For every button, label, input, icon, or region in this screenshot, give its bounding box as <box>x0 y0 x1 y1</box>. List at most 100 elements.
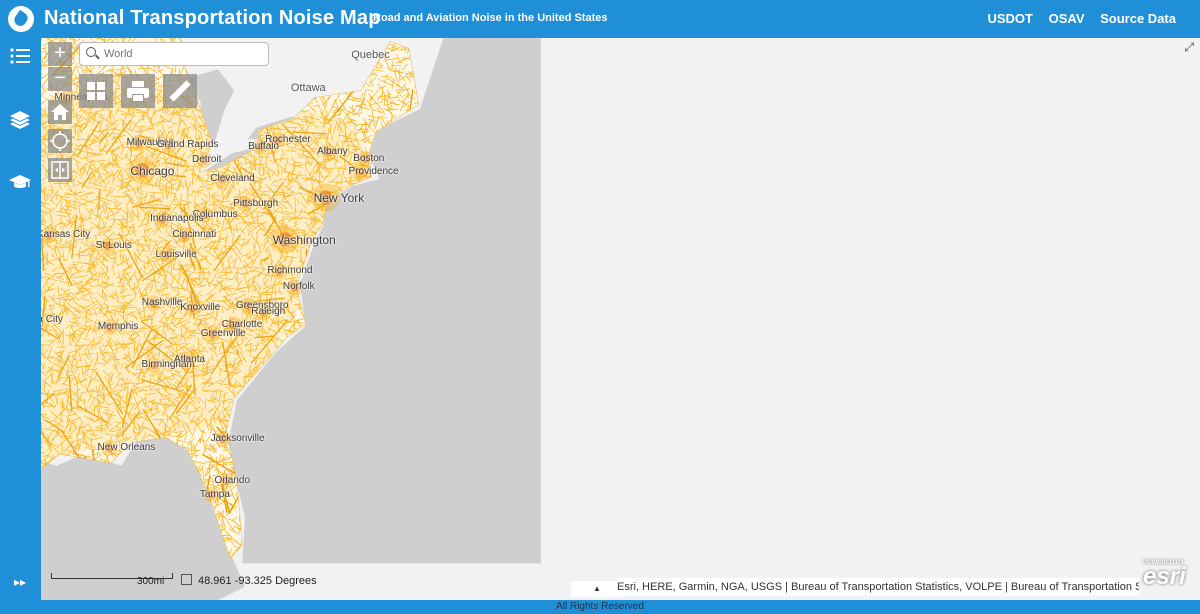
noise-halo <box>176 226 193 243</box>
city-label: New Orleans <box>97 442 156 454</box>
city-label: New York <box>313 191 365 206</box>
noise-halo <box>214 171 231 188</box>
search-icon <box>86 47 96 57</box>
zoom-in-button[interactable]: + <box>48 42 72 66</box>
noise-hotspot <box>158 215 167 224</box>
noise-hotspot <box>361 155 370 164</box>
noise-halo <box>41 226 57 243</box>
esri-logo: POWERED BY esri <box>1143 560 1195 594</box>
noise-halo <box>255 304 272 321</box>
city-label: Providence <box>348 165 399 177</box>
noise-hotspot <box>218 175 227 184</box>
basemap-gallery-button[interactable] <box>79 74 113 108</box>
link-source-data[interactable]: Source Data <box>1100 11 1176 26</box>
noise-hotspot <box>356 167 365 176</box>
noise-halo <box>311 183 340 212</box>
fullscreen-icon[interactable]: ⤢ <box>1184 40 1194 54</box>
footer: All Rights Reserved <box>0 600 1200 614</box>
zoom-out-button[interactable]: − <box>48 67 72 91</box>
search-box[interactable] <box>79 42 269 66</box>
expand-sidebar-button[interactable]: ▸▸ <box>13 575 27 589</box>
noise-halo <box>159 246 176 263</box>
noise-halo <box>286 279 303 296</box>
city-label: St Louis <box>95 239 132 251</box>
noise-hotspot <box>208 329 217 338</box>
home-button[interactable] <box>48 100 72 124</box>
noise-halo <box>352 163 369 180</box>
city-label: Milwaukee <box>126 137 174 149</box>
print-button[interactable] <box>121 74 155 108</box>
noise-hotspot <box>259 308 268 317</box>
link-usdot[interactable]: USDOT <box>987 11 1033 26</box>
noise-halo <box>357 151 374 168</box>
grid-icon <box>87 82 105 100</box>
noise-halo <box>269 132 286 149</box>
ruler-icon <box>169 80 191 102</box>
city-label: Cincinnati <box>172 228 217 240</box>
esri-name: esri <box>1143 563 1186 590</box>
noise-halo <box>239 297 256 314</box>
locate-icon <box>50 131 70 151</box>
noise-halo <box>237 195 254 212</box>
noise-halo <box>101 440 118 457</box>
noise-map[interactable]: VancouverPortlandSacramentoSan Francisco… <box>41 38 1200 600</box>
home-icon <box>51 104 69 120</box>
noise-hotspot <box>105 444 114 453</box>
noise-halo <box>145 295 162 312</box>
list-icon[interactable] <box>6 44 34 72</box>
city-label: Buffalo <box>248 140 280 152</box>
city-label: Louisville <box>155 248 197 260</box>
sidebar: ▸▸ <box>0 38 41 600</box>
noise-hotspot <box>149 299 158 308</box>
noise-hotspot <box>149 360 158 369</box>
noise-hotspot <box>200 210 209 219</box>
city-label: Columbus <box>192 208 238 220</box>
noise-halo <box>154 211 171 228</box>
city-label: Knoxville <box>180 302 221 314</box>
city-label: Orlando <box>214 475 251 487</box>
city-label: Cleveland <box>210 173 255 185</box>
map-canvas[interactable] <box>41 38 1200 600</box>
noise-halo <box>271 263 288 280</box>
noise-halo <box>195 151 212 168</box>
locate-button[interactable] <box>48 129 72 153</box>
app-header: National Transportation Noise Map Road a… <box>0 0 1200 38</box>
layers-icon[interactable] <box>6 108 34 136</box>
attribution-toggle-button[interactable]: ▲ <box>571 581 623 597</box>
noise-halo <box>218 473 235 490</box>
city-label: Richmond <box>267 265 313 277</box>
city-label: Chicago <box>130 164 175 179</box>
noise-hotspot <box>44 230 53 239</box>
noise-halo <box>270 225 299 254</box>
coordinate-text: 48.961 -93.325 Degrees <box>198 575 317 587</box>
noise-hotspot <box>207 490 216 499</box>
link-osav[interactable]: OSAV <box>1048 11 1085 26</box>
search-input[interactable] <box>102 45 266 63</box>
noise-hotspot <box>243 301 252 310</box>
noise-halo <box>196 206 213 223</box>
noise-hotspot <box>241 199 250 208</box>
noise-halo <box>321 144 338 161</box>
city-label: Greenville <box>200 327 246 339</box>
graduation-cap-icon[interactable] <box>6 170 34 198</box>
road-noise-network <box>41 38 419 559</box>
noise-hotspot <box>222 477 231 486</box>
noise-halo <box>184 300 201 317</box>
swipe-button[interactable] <box>48 158 72 182</box>
noise-halo <box>204 325 221 342</box>
noise-halo <box>99 237 116 254</box>
city-label: Rochester <box>265 134 311 146</box>
city-label: Quebec <box>351 49 390 62</box>
page-title: National Transportation Noise Map <box>44 7 381 29</box>
city-label: Boston <box>353 153 385 164</box>
city-label: Atlanta <box>173 353 206 365</box>
measure-button[interactable] <box>163 74 197 108</box>
atlantic-ocean <box>227 38 541 564</box>
city-label: Raleigh <box>251 306 286 318</box>
noise-hotspot <box>256 142 265 151</box>
noise-halo <box>225 317 242 334</box>
city-label: Kansas City <box>41 228 91 240</box>
city-label: Oklahoma City <box>41 313 63 325</box>
noise-halo <box>177 351 194 368</box>
noise-hotspot <box>325 148 334 157</box>
